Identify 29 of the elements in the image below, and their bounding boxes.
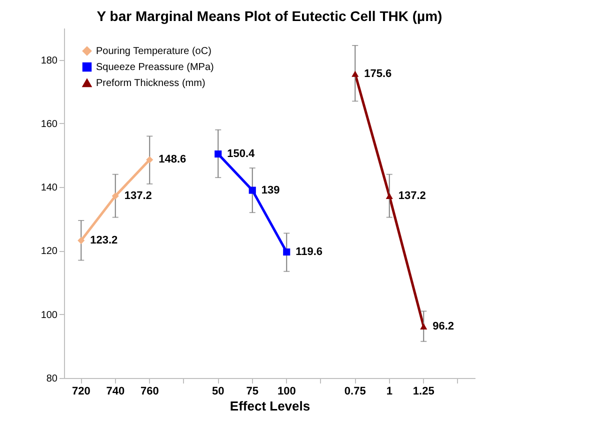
x-tick-label: 1 bbox=[386, 386, 392, 398]
x-tick-label: 100 bbox=[277, 386, 296, 398]
data-label: 148.6 bbox=[158, 154, 186, 166]
y-tick-label: 120 bbox=[40, 246, 58, 258]
x-tick-label: 1.25 bbox=[412, 386, 434, 398]
legend-label: Preform Thickness (mm) bbox=[96, 78, 206, 89]
legend-label: Pouring Temperature (oC) bbox=[96, 46, 212, 57]
x-axis-title: Effect Levels bbox=[230, 398, 310, 414]
data-label: 137.2 bbox=[398, 190, 426, 202]
data-label: 96.2 bbox=[432, 320, 454, 332]
x-tick-label: 760 bbox=[140, 386, 159, 398]
x-tick-label: 75 bbox=[246, 386, 258, 398]
y-tick-label: 100 bbox=[40, 310, 58, 321]
y-tick-label: 160 bbox=[40, 118, 58, 130]
data-label: 175.6 bbox=[364, 68, 392, 80]
data-label: 123.2 bbox=[90, 234, 118, 247]
x-tick-label: 50 bbox=[212, 386, 224, 398]
data-label: 137.2 bbox=[124, 190, 152, 202]
data-label: 150.4 bbox=[227, 148, 256, 160]
x-tick-label: 0.75 bbox=[344, 386, 366, 398]
y-tick-label: 80 bbox=[46, 374, 58, 384]
x-tick-label: 720 bbox=[72, 386, 90, 398]
y-tick-label: 180 bbox=[40, 55, 58, 66]
x-tick-label: 740 bbox=[106, 386, 125, 398]
chart-title: Y bar Marginal Means Plot of Eutectic Cell THK (µm) bbox=[96, 8, 442, 24]
data-label: 119.6 bbox=[296, 246, 323, 258]
y-tick-label: 140 bbox=[40, 182, 58, 194]
legend-label: Squeeze Preassure (MPa) bbox=[96, 62, 214, 73]
data-label: 139 bbox=[261, 184, 280, 196]
